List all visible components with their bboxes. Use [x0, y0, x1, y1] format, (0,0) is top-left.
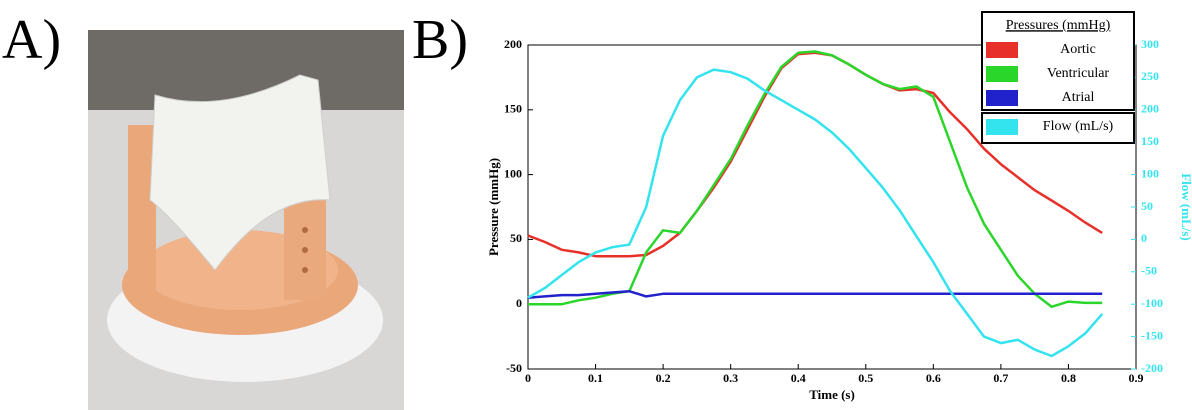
x-tick-label: 0.8	[1061, 371, 1076, 385]
y2-tick-label: 250	[1141, 69, 1159, 83]
x-tick-label: 0.2	[656, 371, 671, 385]
y-tick-label: 100	[504, 166, 522, 180]
y-tick-label: 0	[516, 296, 522, 310]
y2-tick-label: 50	[1141, 199, 1153, 213]
x-tick-label: 0.9	[1129, 371, 1144, 385]
legend-swatch	[986, 90, 1018, 106]
y-tick-label: -50	[506, 361, 522, 375]
y2-tick-label: 0	[1141, 231, 1147, 245]
legend-label: Ventricular	[1047, 66, 1110, 81]
panel-label: B)	[412, 9, 468, 71]
legend-swatch	[986, 119, 1018, 135]
y2-tick-label: -200	[1141, 361, 1163, 375]
y2-tick-label: 200	[1141, 102, 1159, 116]
x-tick-label: 0.7	[993, 371, 1008, 385]
legend-label: Flow (mL/s)	[1043, 119, 1114, 134]
legend-swatch	[986, 42, 1018, 58]
legend-swatch	[986, 66, 1018, 82]
x-tick-label: 0.3	[723, 371, 738, 385]
legend-title: Pressures (mmHg)	[1006, 18, 1111, 33]
x-tick-label: 0	[525, 371, 531, 385]
legend-label: Aortic	[1060, 42, 1096, 57]
chart: 0 0.1 0.2 0.3 0.4 0.5 0.6 0.7 0.8 0.9-50050100150…	[486, 11, 1192, 402]
y2-tick-label: 300	[1141, 37, 1159, 51]
x-tick-label: 0.5	[858, 371, 873, 385]
y-tick-label: 150	[504, 102, 522, 116]
y2-axis-label: Flow (mL/s)	[1179, 173, 1192, 241]
y-tick-label: 50	[510, 231, 522, 245]
y2-tick-label: 150	[1141, 134, 1159, 148]
y-tick-label: 200	[504, 37, 522, 51]
y2-tick-label: 100	[1141, 166, 1159, 180]
legend-label: Atrial	[1062, 90, 1095, 105]
y2-tick-label: -150	[1141, 328, 1163, 342]
y-axis-label: Pressure (mmHg)	[486, 158, 501, 256]
x-tick-label: 0.1	[588, 371, 603, 385]
y2-tick-label: -50	[1141, 264, 1157, 278]
y2-tick-label: -100	[1141, 296, 1163, 310]
photo	[88, 30, 404, 410]
legend-box	[981, 112, 1135, 144]
series-line	[527, 68, 1104, 358]
panel-label: A)	[2, 9, 61, 71]
x-tick-label: 0.4	[791, 371, 806, 385]
x-tick-label: 0.6	[926, 371, 941, 385]
series-line	[527, 51, 1103, 258]
series-line	[527, 289, 1103, 299]
x-axis-label: Time (s)	[809, 387, 855, 402]
